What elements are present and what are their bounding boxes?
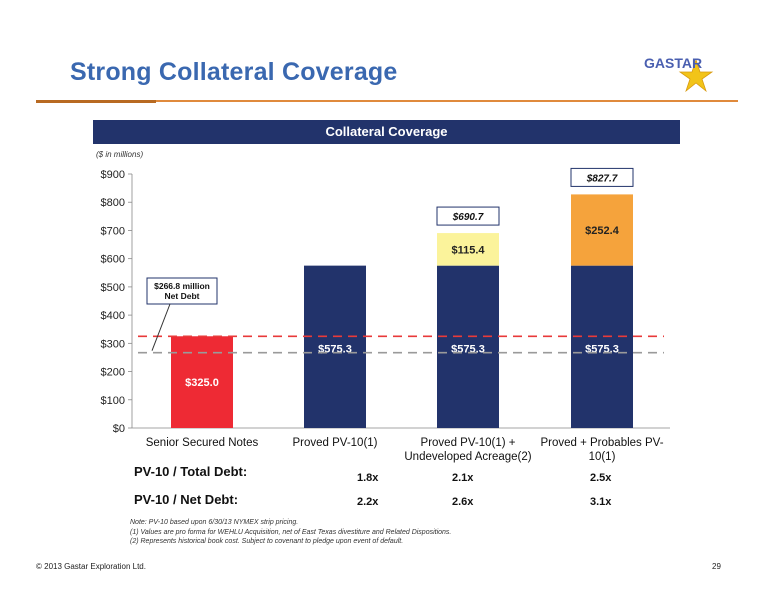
net-debt-callout-line2: Net Debt: [165, 291, 200, 301]
x-category-label: Proved PV-10(1) +: [421, 437, 516, 449]
ratio-value: 2.5x: [590, 472, 612, 484]
ratio-value: 1.8x: [357, 472, 379, 484]
footnotes: Note: PV-10 based upon 6/30/13 NYMEX str…: [130, 518, 451, 547]
ratio-label-total-debt: PV-10 / Total Debt:: [134, 464, 248, 479]
y-tick-label: $900: [101, 169, 125, 181]
ratio-value: 2.2x: [357, 496, 379, 508]
slide-title: Strong Collateral Coverage: [70, 58, 398, 86]
y-tick-label: $800: [101, 197, 125, 209]
y-tick-label: $300: [101, 338, 125, 350]
footnote: (2) Represents historical book cost. Sub…: [130, 538, 404, 545]
ratio-value: 2.1x: [452, 472, 474, 484]
copyright: © 2013 Gastar Exploration Ltd.: [36, 562, 146, 571]
y-tick-label: $200: [101, 367, 125, 379]
y-tick-label: $100: [101, 395, 125, 407]
total-box: [436, 206, 500, 226]
bar-value-label: $575.3: [451, 343, 485, 355]
chart-banner: Collateral Coverage: [93, 120, 680, 144]
y-tick-label: $700: [101, 225, 125, 237]
bar-value-label: $575.3: [318, 343, 352, 355]
units-note: ($ in millions): [96, 150, 144, 159]
x-category-label: Proved PV-10(1): [292, 437, 377, 449]
y-tick-label: $600: [101, 254, 125, 266]
gastar-logo: GASTAR: [644, 55, 714, 93]
total-label: $827.7: [586, 173, 618, 184]
net-debt-callout-line1: $266.8 million: [154, 281, 210, 291]
bar-segment: [571, 265, 633, 428]
net-debt-callout-box: [146, 277, 218, 305]
title-divider-accent: [36, 100, 156, 103]
x-category-label: Proved + Probables PV-: [540, 437, 663, 449]
bar-segment: [437, 265, 499, 428]
bar-value-label: $575.3: [585, 343, 619, 355]
total-box: [570, 167, 634, 187]
y-tick-label: $500: [101, 282, 125, 294]
y-tick-label: $0: [113, 423, 125, 435]
bar-value-label: $325.0: [185, 377, 219, 389]
bar-value-label: $252.4: [585, 225, 620, 237]
net-debt-callout-pointer: [151, 303, 171, 351]
total-label: $690.7: [452, 212, 484, 223]
bar-segment: [571, 194, 633, 266]
bar-value-label: $115.4: [451, 244, 485, 256]
ratio-value: 2.6x: [452, 496, 474, 508]
x-category-label: 10(1): [589, 451, 616, 463]
bar-segment: [304, 265, 366, 428]
bar-segment: [171, 336, 233, 428]
logo-text: GASTAR: [644, 55, 702, 71]
bar-segment: [437, 233, 499, 266]
logo-star-icon: [678, 58, 714, 93]
page-number: 29: [712, 562, 721, 571]
title-divider: [36, 100, 738, 102]
ratio-value: 3.1x: [590, 496, 612, 508]
y-tick-label: $400: [101, 310, 125, 322]
footnote: (1) Values are pro forma for WEHLU Acqui…: [130, 528, 452, 536]
x-category-label: Senior Secured Notes: [146, 437, 259, 449]
x-category-label: Undeveloped Acreage(2): [404, 451, 531, 463]
footnote: Note: PV-10 based upon 6/30/13 NYMEX str…: [130, 519, 299, 526]
ratio-label-net-debt: PV-10 / Net Debt:: [134, 492, 239, 507]
